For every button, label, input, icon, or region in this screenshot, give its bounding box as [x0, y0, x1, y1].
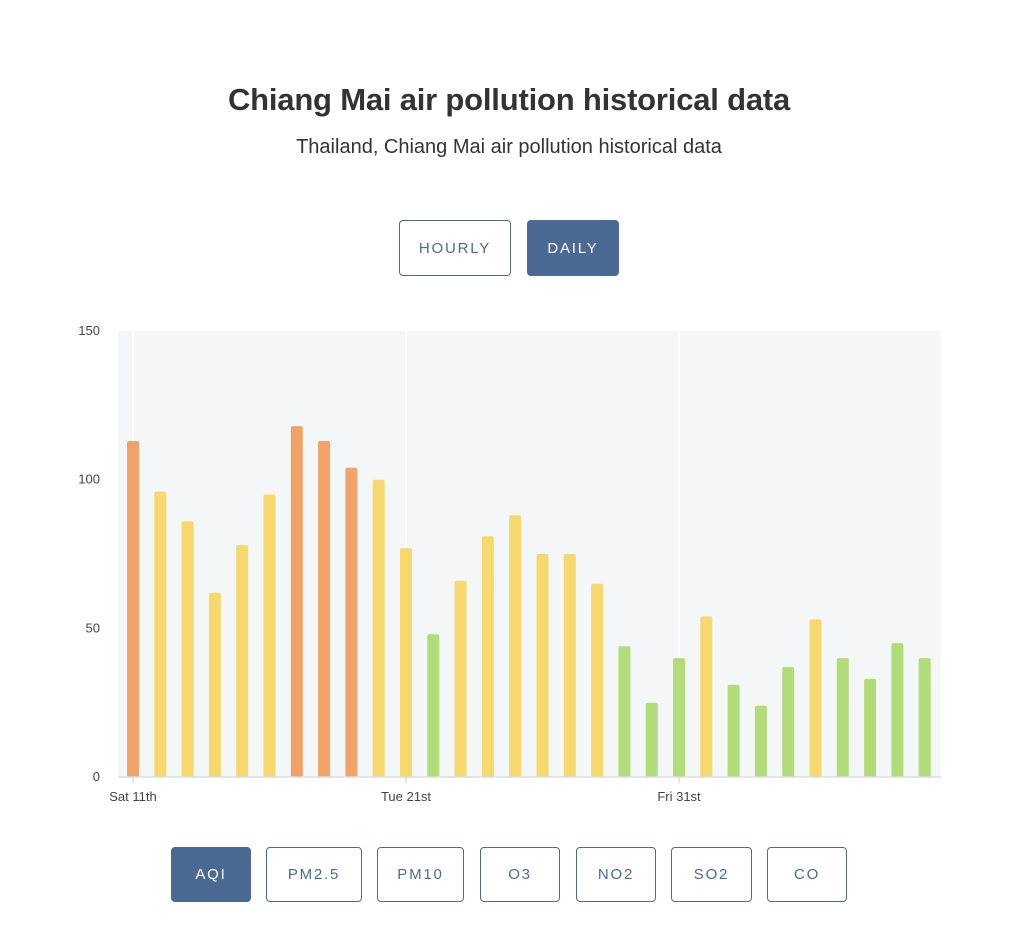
tab-no2[interactable]: NO2 — [576, 847, 656, 902]
bar-mon-3rd[interactable] — [754, 705, 767, 777]
tab-pm10[interactable]: PM10 — [377, 847, 464, 902]
bar-thu-16th[interactable] — [263, 494, 276, 778]
bar-fri-24th[interactable] — [481, 536, 494, 777]
bar-mon-13th[interactable] — [181, 521, 194, 777]
bar-fri-31st[interactable] — [673, 658, 685, 777]
bar-tue-14th[interactable] — [208, 592, 221, 777]
y-tick-label: 150 — [78, 323, 100, 338]
tab-co[interactable]: CO — [767, 847, 847, 902]
bar-sat-18th[interactable] — [318, 441, 331, 777]
y-tick-label: 100 — [78, 472, 100, 487]
y-tick-label: 50 — [86, 620, 100, 635]
page-title: Chiang Mai air pollution historical data — [227, 82, 791, 117]
x-tick-label: Sat 11th — [109, 789, 156, 804]
tab-so2[interactable]: SO2 — [671, 847, 752, 902]
page-subtitle: Thailand, Chiang Mai air pollution histo… — [296, 136, 722, 158]
bar-wed-29th[interactable] — [618, 646, 631, 777]
bar-sun-26th[interactable] — [536, 554, 549, 777]
bar-fri-17th[interactable] — [290, 426, 303, 777]
bar-thu-23rd[interactable] — [454, 580, 467, 777]
bar-wed-15th[interactable] — [236, 545, 249, 777]
bar-sat-1st[interactable] — [700, 616, 713, 777]
tab-aqi[interactable]: AQI — [171, 847, 251, 902]
bar-sun-9th[interactable] — [918, 658, 931, 777]
y-tick-label: 0 — [93, 769, 100, 784]
bar-thu-6th[interactable] — [836, 658, 849, 777]
bar-sun-2nd[interactable] — [727, 684, 740, 777]
plot-area — [118, 331, 941, 777]
bar-wed-22nd[interactable] — [427, 634, 440, 777]
x-axis-ticks: Sat 11th Tue 21st Fri 31st — [109, 777, 701, 804]
x-tick-label: Fri 31st — [657, 789, 701, 804]
bar-sat-8th[interactable] — [891, 643, 904, 777]
x-tick-label: Tue 21st — [381, 789, 431, 804]
bars — [127, 426, 931, 777]
bar-sun-19th[interactable] — [345, 467, 358, 777]
bar-thu-30th[interactable] — [645, 702, 658, 777]
bar-tue-4th[interactable] — [782, 667, 795, 777]
bar-mon-20th[interactable] — [372, 479, 385, 777]
bar-sat-11th[interactable] — [127, 441, 139, 777]
bar-tue-28th[interactable] — [591, 583, 604, 777]
bar-sun-12th[interactable] — [154, 491, 167, 777]
bar-fri-7th[interactable] — [864, 678, 877, 777]
bar-wed-5th[interactable] — [809, 619, 822, 777]
bar-mon-27th[interactable] — [563, 554, 576, 777]
y-axis-ticks: 0 50 100 150 — [78, 323, 100, 784]
tab-o3[interactable]: O3 — [480, 847, 560, 902]
daily-button[interactable]: DAILY — [527, 220, 619, 276]
bar-tue-21st[interactable] — [400, 548, 412, 777]
bar-sat-25th[interactable] — [509, 515, 522, 777]
tab-pm25[interactable]: PM2.5 — [266, 847, 362, 902]
hourly-button[interactable]: HOURLY — [399, 220, 511, 276]
